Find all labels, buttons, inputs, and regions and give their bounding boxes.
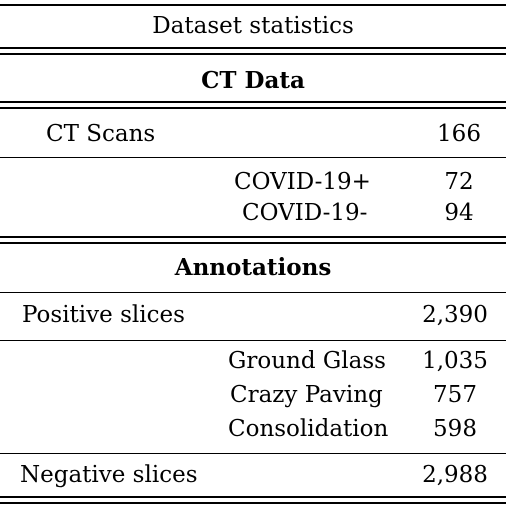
- negative-slices-value: 2,988: [422, 462, 488, 488]
- ct-scans-label: CT Scans: [46, 121, 156, 147]
- covid-positive-label: COVID-19+: [234, 169, 371, 195]
- covid-negative-label: COVID-19-: [242, 200, 368, 226]
- table-bottom-rule: [0, 502, 506, 504]
- negative-slices-label: Negative slices: [20, 462, 198, 488]
- table-top-rule: [0, 4, 506, 6]
- covid-negative-value: 94: [444, 200, 474, 226]
- row-rule: [0, 292, 506, 293]
- ct-data-heading: CT Data: [201, 67, 305, 94]
- table-bottom-rule: [0, 496, 506, 498]
- double-rule: [0, 53, 506, 55]
- double-rule: [0, 47, 506, 49]
- positive-slices-value: 2,390: [422, 302, 488, 328]
- table-caption: Dataset statistics: [152, 13, 354, 39]
- double-rule: [0, 107, 506, 109]
- row-rule: [0, 453, 506, 454]
- crazy-paving-label: Crazy Paving: [230, 382, 383, 408]
- consolidation-label: Consolidation: [228, 416, 389, 442]
- ground-glass-value: 1,035: [422, 348, 488, 374]
- covid-positive-value: 72: [444, 169, 474, 195]
- ct-scans-value: 166: [437, 121, 481, 147]
- row-rule: [0, 340, 506, 341]
- ground-glass-label: Ground Glass: [228, 348, 386, 374]
- consolidation-value: 598: [433, 416, 477, 442]
- double-rule: [0, 242, 506, 244]
- row-rule: [0, 157, 506, 158]
- annotations-heading: Annotations: [174, 254, 332, 281]
- crazy-paving-value: 757: [433, 382, 477, 408]
- double-rule: [0, 236, 506, 238]
- double-rule: [0, 101, 506, 103]
- positive-slices-label: Positive slices: [22, 302, 185, 328]
